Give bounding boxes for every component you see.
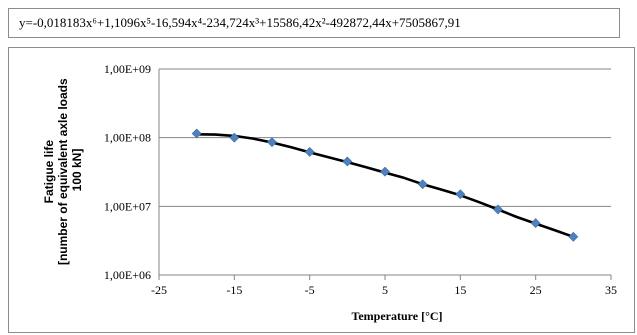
data-point: [342, 156, 353, 167]
y-axis-title-line-3: 100 kN]: [70, 149, 84, 192]
y-tick-label: 1,00E+07: [104, 199, 151, 213]
data-point: [380, 166, 390, 177]
data-point: [304, 146, 315, 157]
data-markers: [191, 128, 579, 242]
y-tick-label: 1,00E+09: [104, 62, 151, 76]
y-axis-title: Fatigue life [number of equivalent axle …: [42, 75, 84, 265]
fatigue-life-chart: 1,00E+09 1,00E+08 1,00E+07 1,00E+06-25 -15 -5…: [42, 62, 617, 323]
x-tick-label: 15: [454, 283, 466, 297]
x-tick-label: 5: [382, 283, 388, 297]
data-point: [493, 204, 503, 215]
data-point: [455, 189, 466, 200]
y-axis-title-line-2: [number of equivalent axle loads: [56, 78, 70, 265]
tick-labels: 1,00E+09 1,00E+08 1,00E+07 1,00E+06-25 -15 -5…: [104, 62, 617, 297]
chart-area: 1,00E+09 1,00E+08 1,00E+07 1,00E+06 -25 -15 -5…: [8, 47, 635, 333]
x-tick-label: -5: [305, 283, 315, 297]
x-axis-title: Temperature [°C]: [351, 309, 442, 323]
data-point: [417, 179, 428, 190]
data-point: [267, 137, 277, 148]
data-point: [530, 218, 541, 229]
x-tick-label: -25: [151, 283, 167, 297]
trendline-layer: [196, 133, 574, 239]
data-point: [229, 132, 240, 143]
x-tick-label: -15: [226, 283, 242, 297]
data-point: [191, 128, 202, 139]
polynomial-trendline: [196, 133, 574, 239]
y-axis-title-line-1: Fatigue life: [42, 140, 56, 204]
data-point: [568, 231, 579, 242]
x-tick-label: 25: [530, 283, 542, 297]
x-tick-label: 35: [605, 283, 617, 297]
trendline-equation: y=-0,018183x⁶+1,1096x⁵-16,594x⁴-234,724x…: [8, 8, 620, 38]
y-tick-label: 1,00E+06: [104, 268, 151, 282]
axes: [158, 69, 612, 280]
y-tick-label: 1,00E+08: [104, 131, 151, 145]
